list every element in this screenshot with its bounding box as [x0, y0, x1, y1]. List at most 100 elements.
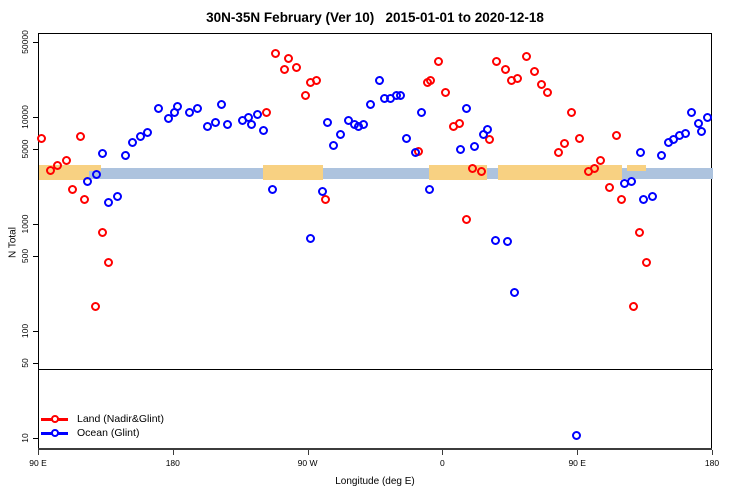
data-point-land [454, 119, 464, 129]
legend-line-icon [41, 429, 68, 437]
data-point-land [543, 88, 553, 98]
y-tick-label: 50 [20, 358, 30, 368]
data-point-ocean [490, 235, 500, 245]
x-tick-label: 0 [440, 458, 445, 468]
data-point-ocean [210, 118, 220, 128]
x-tick-mark [38, 450, 39, 455]
data-point-land [604, 183, 614, 193]
data-point-ocean [402, 134, 412, 144]
data-point-land [553, 147, 563, 157]
legend-item-land: Land (Nadir&Glint) [41, 412, 164, 426]
data-point-land [537, 80, 547, 90]
y-tick-label: 50000 [20, 30, 30, 54]
data-point-ocean [424, 185, 434, 195]
x-tick-mark [712, 450, 713, 455]
data-point-ocean [120, 150, 130, 160]
data-point-land [426, 76, 436, 86]
legend-label: Land (Nadir&Glint) [77, 413, 164, 425]
data-point-ocean [358, 119, 368, 129]
y-tick-mark [33, 437, 38, 439]
y-tick-label: 1000 [20, 214, 30, 234]
data-point-ocean [456, 144, 466, 154]
y-tick-label: 500 [20, 248, 30, 264]
x-axis-label: Longitude (deg E) [335, 476, 415, 487]
land-strip-partial [85, 165, 102, 171]
data-point-land [513, 73, 523, 83]
data-point-ocean [639, 195, 648, 205]
legend: Land (Nadir&Glint) Ocean (Glint) [41, 412, 164, 440]
data-point-land [261, 108, 271, 118]
data-point-ocean [98, 148, 108, 158]
land-strip-partial [626, 165, 647, 171]
data-point-land [595, 156, 605, 166]
y-tick-label: 100 [20, 323, 30, 338]
land-strip [262, 165, 323, 180]
data-point-ocean [216, 100, 226, 110]
x-axis-line [38, 448, 712, 450]
land-strip [498, 165, 623, 180]
data-point-ocean [483, 124, 493, 134]
threshold-line [39, 369, 713, 370]
chart-title: 30N-35N February (Ver 10) 2015-01-01 to … [206, 10, 544, 25]
data-point-land [300, 90, 310, 100]
data-point-ocean [627, 177, 637, 187]
data-point-land [501, 64, 511, 74]
data-point-land [628, 302, 638, 312]
data-point-land [62, 156, 72, 166]
data-point-ocean [222, 119, 232, 129]
data-point-land [529, 66, 539, 76]
data-point-land [270, 49, 280, 59]
open-circle-marker-icon [50, 429, 59, 437]
data-point-land [75, 131, 85, 141]
x-tick-mark [172, 450, 174, 455]
data-point-land [462, 215, 472, 225]
data-point-land [616, 195, 626, 205]
data-point-land [291, 63, 301, 73]
data-point-ocean [322, 118, 332, 128]
y-tick-mark [33, 330, 38, 332]
data-point-ocean [411, 147, 421, 157]
data-point-ocean [703, 112, 713, 122]
data-point-land [612, 130, 622, 140]
data-point-ocean [252, 110, 262, 120]
data-point-ocean [694, 119, 704, 129]
data-point-ocean [173, 102, 183, 112]
data-point-land [559, 138, 569, 148]
data-point-land [441, 88, 451, 98]
data-point-ocean [396, 90, 406, 100]
data-point-ocean [469, 142, 479, 152]
data-point-ocean [462, 104, 472, 114]
x-tick-mark [577, 450, 579, 455]
data-point-land [522, 51, 532, 61]
legend-item-ocean: Ocean (Glint) [41, 426, 164, 440]
data-point-ocean [686, 108, 696, 118]
x-tick-label: 90 E [29, 458, 47, 468]
data-point-ocean [647, 192, 657, 202]
y-tick-mark [33, 116, 38, 118]
data-point-ocean [366, 100, 376, 110]
data-point-land [53, 161, 63, 171]
legend-line-icon [41, 415, 68, 423]
y-tick-mark [33, 223, 38, 225]
x-tick-label: 90 E [568, 458, 586, 468]
ocean-strip [39, 168, 713, 179]
x-tick-mark [442, 450, 444, 455]
data-point-ocean [656, 150, 666, 160]
data-point-ocean [636, 147, 645, 157]
data-point-ocean [83, 177, 93, 187]
y-tick-mark [33, 149, 38, 150]
y-tick-label: 10000 [20, 104, 30, 129]
open-circle-marker-icon [50, 415, 59, 423]
data-point-land [492, 57, 502, 67]
data-point-land [641, 257, 651, 267]
x-tick-label: 90 W [297, 458, 318, 468]
data-point-land [279, 64, 289, 74]
data-point-ocean [318, 187, 328, 197]
data-point-land [312, 76, 322, 86]
data-point-ocean [571, 431, 581, 441]
data-point-land [104, 257, 114, 267]
data-point-land [321, 195, 331, 205]
data-point-land [574, 134, 584, 144]
data-point-land [634, 227, 644, 237]
